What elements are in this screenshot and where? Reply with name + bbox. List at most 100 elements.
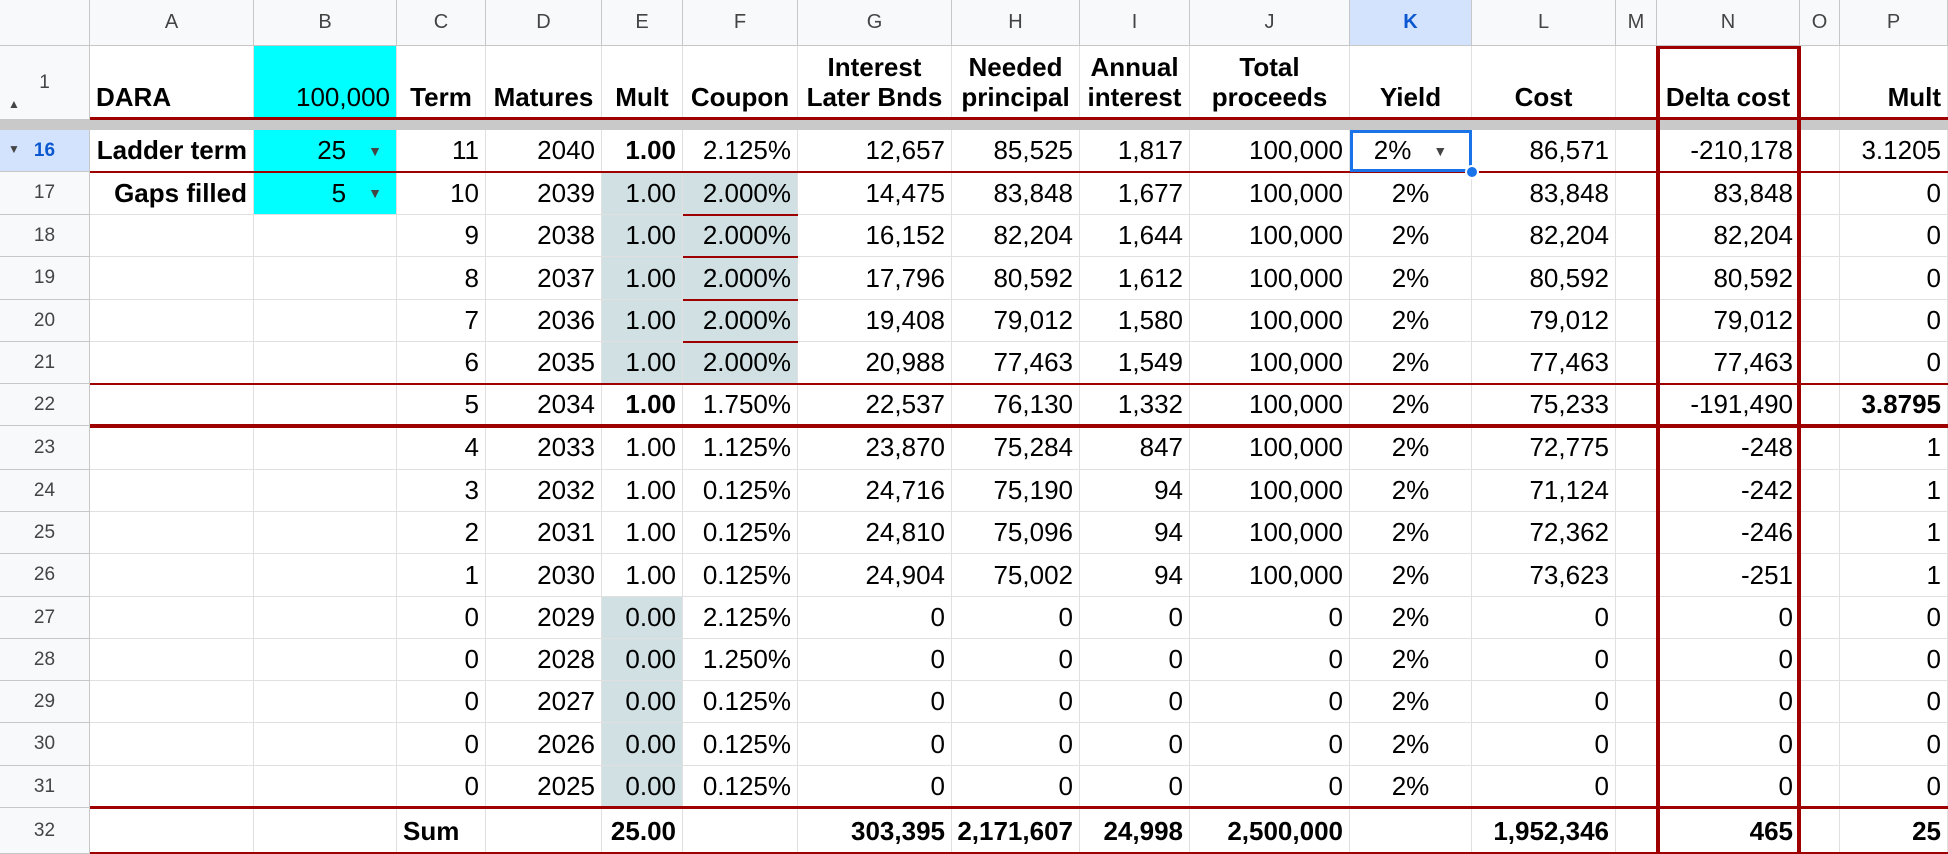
cell-a16[interactable]: Ladder term bbox=[96, 135, 247, 165]
cell-d21[interactable]: 2035 bbox=[537, 347, 595, 377]
cell-p23[interactable]: 1 bbox=[1926, 432, 1941, 462]
cell-b23[interactable] bbox=[254, 426, 396, 469]
row-header-29[interactable]: 29 bbox=[0, 681, 90, 723]
cell-p24[interactable]: 1 bbox=[1926, 475, 1941, 505]
cell-c20[interactable]: 7 bbox=[464, 305, 479, 335]
cell-e17[interactable]: 1.00 bbox=[602, 172, 682, 214]
cell-h31[interactable]: 0 bbox=[1058, 771, 1073, 801]
column-header-a[interactable]: A bbox=[90, 0, 254, 46]
cell-l16[interactable]: 86,571 bbox=[1529, 135, 1609, 165]
chevron-down-icon[interactable]: ▼ bbox=[368, 185, 382, 201]
cell-n24[interactable]: -242 bbox=[1740, 475, 1793, 505]
cell-h21[interactable]: 77,463 bbox=[993, 347, 1073, 377]
row-header-1[interactable]: 1 ▲ bbox=[0, 46, 90, 120]
cell-d29[interactable]: 2027 bbox=[537, 686, 595, 716]
cell-j16[interactable]: 100,000 bbox=[1249, 135, 1343, 165]
cell-i18[interactable]: 1,644 bbox=[1117, 220, 1183, 250]
cell-e29[interactable]: 0.00 bbox=[602, 681, 682, 722]
cell-h18[interactable]: 82,204 bbox=[993, 220, 1073, 250]
cell-h23[interactable]: 75,284 bbox=[993, 432, 1073, 462]
cell-n25[interactable]: -246 bbox=[1740, 517, 1793, 547]
header-cell-f[interactable]: Coupon bbox=[683, 46, 797, 120]
cell-i20[interactable]: 1,580 bbox=[1117, 305, 1183, 335]
cell-b29[interactable] bbox=[254, 681, 396, 722]
chevron-down-icon[interactable]: ▼ bbox=[368, 142, 382, 159]
cell-l19[interactable]: 80,592 bbox=[1529, 262, 1609, 293]
header-cell-c[interactable]: Term bbox=[397, 46, 485, 120]
cell-c26[interactable]: 1 bbox=[464, 559, 479, 590]
cell-a26[interactable] bbox=[90, 554, 253, 596]
sum-cell-p[interactable]: 25 bbox=[1912, 815, 1941, 846]
cell-g28[interactable]: 0 bbox=[930, 644, 945, 674]
cell-c23[interactable]: 4 bbox=[464, 432, 479, 462]
row-header-23[interactable]: 23 bbox=[0, 426, 90, 470]
cell-n26[interactable]: -251 bbox=[1740, 559, 1793, 590]
chevron-down-icon[interactable]: ▼ bbox=[1433, 142, 1448, 159]
freeze-divider[interactable] bbox=[0, 120, 1948, 130]
cell-f21[interactable]: 2.000% bbox=[683, 342, 797, 383]
cell-g23[interactable]: 23,870 bbox=[865, 432, 945, 462]
cell-p22[interactable]: 3.8795 bbox=[1861, 389, 1941, 419]
row-header-27[interactable]: 27 bbox=[0, 597, 90, 639]
cell-a19[interactable] bbox=[90, 257, 253, 299]
cell-k25[interactable]: 2% bbox=[1391, 517, 1430, 547]
cell-k30[interactable]: 2% bbox=[1391, 728, 1430, 759]
cell-d27[interactable]: 2029 bbox=[537, 602, 595, 632]
cell-b24[interactable] bbox=[254, 470, 396, 511]
cell-n16[interactable]: -210,178 bbox=[1690, 135, 1793, 165]
cell-p31[interactable]: 0 bbox=[1926, 771, 1941, 801]
row-header-21[interactable]: 21 bbox=[0, 342, 90, 384]
cell-d23[interactable]: 2033 bbox=[537, 432, 595, 462]
cell-i31[interactable]: 0 bbox=[1168, 771, 1183, 801]
cell-p17[interactable]: 0 bbox=[1926, 177, 1941, 208]
cell-e24[interactable]: 1.00 bbox=[625, 475, 676, 505]
cell-k22[interactable]: 2% bbox=[1391, 389, 1430, 419]
cell-a31[interactable] bbox=[90, 766, 253, 807]
row-header-17[interactable]: 17 bbox=[0, 172, 90, 215]
cell-j26[interactable]: 100,000 bbox=[1249, 559, 1343, 590]
cell-g18[interactable]: 16,152 bbox=[865, 220, 945, 250]
row-header-32[interactable]: 32 bbox=[0, 808, 90, 854]
cell-p27[interactable]: 0 bbox=[1926, 602, 1941, 632]
cell-g30[interactable]: 0 bbox=[930, 728, 945, 759]
sum-cell-h[interactable]: 2,171,607 bbox=[957, 815, 1073, 846]
header-cell-n[interactable]: Delta cost bbox=[1657, 46, 1799, 120]
sum-cell-l[interactable]: 1,952,346 bbox=[1493, 815, 1609, 846]
cell-f23[interactable]: 1.125% bbox=[702, 432, 791, 462]
cell-p18[interactable]: 0 bbox=[1926, 220, 1941, 250]
cell-b19[interactable] bbox=[254, 257, 396, 299]
cell-a20[interactable] bbox=[90, 300, 253, 341]
cell-h26[interactable]: 75,002 bbox=[993, 559, 1073, 590]
header-cell-k[interactable]: Yield bbox=[1350, 46, 1471, 120]
cell-a24[interactable] bbox=[90, 470, 253, 511]
cell-e19[interactable]: 1.00 bbox=[602, 257, 682, 299]
cell-i24[interactable]: 94 bbox=[1154, 475, 1183, 505]
select-all-corner[interactable] bbox=[0, 0, 90, 46]
cell-p30[interactable]: 0 bbox=[1926, 728, 1941, 759]
column-header-c[interactable]: C bbox=[397, 0, 486, 46]
cell-i28[interactable]: 0 bbox=[1168, 644, 1183, 674]
column-header-h[interactable]: H bbox=[952, 0, 1080, 46]
cell-j20[interactable]: 100,000 bbox=[1249, 305, 1343, 335]
cell-f30[interactable]: 0.125% bbox=[702, 728, 791, 759]
cell-e16[interactable]: 1.00 bbox=[625, 135, 676, 165]
cell-i22[interactable]: 1,332 bbox=[1117, 389, 1183, 419]
cell-c22[interactable]: 5 bbox=[464, 389, 479, 419]
row-header-18[interactable]: 18 bbox=[0, 215, 90, 257]
cell-k18[interactable]: 2% bbox=[1391, 220, 1430, 250]
cell-h25[interactable]: 75,096 bbox=[993, 517, 1073, 547]
cell-h24[interactable]: 75,190 bbox=[993, 475, 1073, 505]
header-cell-e[interactable]: Mult bbox=[602, 46, 682, 120]
cell-e28[interactable]: 0.00 bbox=[602, 639, 682, 680]
header-cell-j[interactable]: Total proceeds bbox=[1190, 46, 1349, 120]
cell-g26[interactable]: 24,904 bbox=[865, 559, 945, 590]
cell-n22[interactable]: -191,490 bbox=[1690, 389, 1793, 419]
cell-e31[interactable]: 0.00 bbox=[602, 766, 682, 807]
sum-cell-g[interactable]: 303,395 bbox=[851, 815, 945, 846]
cell-d30[interactable]: 2026 bbox=[537, 728, 595, 759]
cell-g27[interactable]: 0 bbox=[930, 602, 945, 632]
cell-j17[interactable]: 100,000 bbox=[1249, 177, 1343, 208]
cell-c19[interactable]: 8 bbox=[464, 262, 479, 293]
cell-i26[interactable]: 94 bbox=[1154, 559, 1183, 590]
cell-l31[interactable]: 0 bbox=[1594, 771, 1609, 801]
